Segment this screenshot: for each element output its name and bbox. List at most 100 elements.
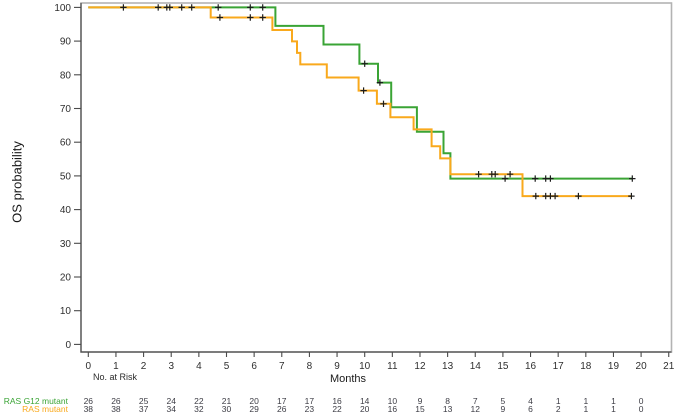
censor-mark — [492, 171, 499, 178]
risk-value: 17 — [277, 396, 287, 406]
censor-mark — [551, 192, 559, 200]
risk-value: 9 — [418, 396, 423, 406]
risk-value: 32 — [194, 404, 204, 414]
y-tick-label: 70 — [60, 104, 72, 115]
risk-value: 0 — [639, 404, 644, 414]
risk-value: 26 — [84, 396, 94, 406]
y-axis-title: OS probability — [9, 141, 25, 223]
risk-value: 38 — [111, 404, 121, 414]
x-tick-label: 21 — [663, 361, 675, 372]
x-tick-label: 12 — [414, 361, 426, 372]
censor-mark — [380, 100, 387, 107]
x-tick-label: 17 — [553, 361, 565, 372]
risk-value: 16 — [388, 404, 398, 414]
risk-value: 38 — [84, 404, 94, 414]
x-tick-label: 2 — [141, 361, 147, 372]
x-tick-label: 1 — [113, 361, 119, 372]
x-tick-label: 16 — [525, 361, 537, 372]
y-tick-label: 40 — [60, 205, 72, 216]
risk-value: 6 — [528, 404, 533, 414]
risk-value: 34 — [166, 404, 176, 414]
x-tick-label: 13 — [442, 361, 454, 372]
y-tick-label: 80 — [60, 70, 72, 81]
censor-mark — [216, 14, 224, 21]
censor-mark — [475, 171, 482, 178]
risk-value: 22 — [194, 396, 204, 406]
risk-row-label: RAS G12 mutant — [4, 396, 69, 406]
risk-value: 20 — [249, 396, 259, 406]
x-tick-label: 14 — [470, 361, 482, 372]
risk-value: 10 — [388, 396, 398, 406]
x-tick-label: 9 — [334, 361, 340, 372]
censor-mark — [376, 79, 384, 86]
risk-value: 14 — [360, 396, 370, 406]
censor-mark — [532, 192, 539, 200]
censor-mark — [547, 175, 554, 182]
censor-mark — [120, 4, 127, 11]
censor-mark — [247, 4, 254, 11]
x-tick-label: 15 — [497, 361, 509, 372]
risk-value: 15 — [415, 404, 425, 414]
x-tick-label: 10 — [359, 361, 371, 372]
risk-value: 23 — [305, 404, 315, 414]
risk-value: 29 — [249, 404, 259, 414]
y-tick-label: 100 — [54, 3, 71, 14]
censor-mark — [361, 60, 368, 67]
risk-value: 20 — [360, 404, 370, 414]
censor-mark — [188, 4, 195, 11]
risk-value: 26 — [277, 404, 287, 414]
risk-value: 30 — [222, 404, 232, 414]
risk-value: 2 — [556, 404, 561, 414]
risk-value: 21 — [222, 396, 232, 406]
censor-mark — [360, 87, 367, 94]
x-axis-title: Months — [329, 373, 367, 385]
x-tick-label: 18 — [580, 361, 592, 372]
risk-value: 22 — [332, 404, 342, 414]
risk-value: 4 — [528, 396, 533, 406]
censor-mark — [259, 4, 266, 11]
risk-value: 12 — [471, 404, 481, 414]
censor-mark — [506, 171, 514, 178]
x-tick-label: 7 — [279, 361, 285, 372]
risk-value: 8 — [445, 396, 450, 406]
risk-value: 1 — [583, 404, 588, 414]
censor-mark — [629, 175, 636, 182]
censor-mark — [178, 4, 185, 11]
risk-value: 1 — [611, 404, 616, 414]
y-tick-label: 50 — [60, 171, 72, 182]
censor-mark — [155, 4, 162, 11]
risk-value: 5 — [501, 396, 506, 406]
risk-value: 9 — [501, 404, 506, 414]
survival-curve-ras-g12-mutant — [88, 6, 633, 180]
censor-mark — [532, 175, 539, 182]
risk-value: 1 — [556, 396, 561, 406]
censor-mark — [247, 14, 254, 21]
y-tick-label: 10 — [60, 306, 72, 317]
censor-mark — [628, 192, 635, 200]
x-tick-label: 11 — [387, 361, 398, 372]
risk-table-title: No. at Risk — [93, 372, 138, 382]
x-tick-label: 4 — [196, 361, 202, 372]
x-tick-label: 19 — [608, 361, 620, 372]
y-tick-label: 30 — [60, 239, 72, 250]
y-tick-label: 0 — [65, 340, 71, 351]
risk-value: 16 — [332, 396, 342, 406]
risk-value: 7 — [473, 396, 478, 406]
y-tick-label: 60 — [60, 138, 72, 149]
survival-curve-ras-mutant — [88, 6, 632, 198]
y-tick-label: 90 — [60, 37, 72, 48]
risk-value: 1 — [611, 396, 616, 406]
axis-lines — [80, 3, 672, 353]
risk-value: 13 — [443, 404, 453, 414]
censor-mark — [575, 192, 582, 200]
x-tick-label: 8 — [307, 361, 313, 372]
plot-frame — [80, 2, 673, 353]
x-tick-label: 5 — [224, 361, 230, 372]
x-tick-label: 6 — [251, 361, 257, 372]
x-tick-label: 0 — [86, 361, 92, 372]
x-tick-label: 20 — [636, 361, 648, 372]
x-tick-label: 3 — [168, 361, 174, 372]
censor-mark — [259, 14, 266, 21]
